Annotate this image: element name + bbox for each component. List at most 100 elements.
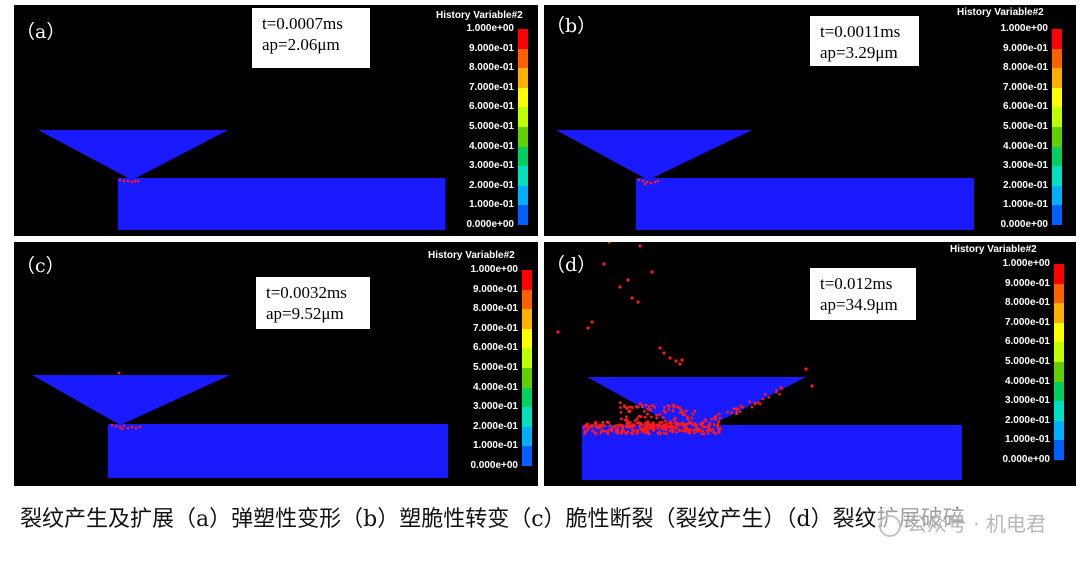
panel-b: （b） t=0.0011ms ap=3.29μm History Variabl… [544,5,1076,236]
legend-tick-label: 3.000e-01 [1004,395,1050,407]
panel-d-legend-title: History Variable#2 [950,244,1037,255]
panel-b-legend-title: History Variable#2 [957,7,1044,18]
legend-tick-label: 6.000e-01 [472,342,518,354]
panel-d-simulation [556,242,962,480]
legend-tick-label: 4.000e-01 [1004,375,1050,387]
panel-d-ap: ap=34.9μm [820,295,898,314]
legend-color-swatch [518,68,528,88]
legend-color-swatch [522,270,532,290]
legend-color-swatch [518,127,528,147]
workpiece [636,178,974,230]
legend-color-swatch [1054,322,1064,343]
legend-tick-label: 8.000e-01 [468,62,514,74]
panel-c-simulation [32,371,448,478]
panel-a-simulation [38,130,445,230]
legend-color-swatch [1054,303,1064,323]
figure-caption: 裂纹产生及扩展（a）弹塑性变形（b）塑脆性转变（c）脆性断裂（裂纹产生）（d）裂… [20,507,965,532]
legend-tick-label: 1.000e+00 [1000,23,1048,34]
legend-tick-label: 4.000e-01 [468,140,514,152]
legend-tick-label: 9.000e-01 [472,283,518,295]
crack-points [556,242,814,436]
panel-d-label: （d） [546,254,597,276]
legend-tick-label: 0.000e+00 [470,460,518,471]
legend-tick-label: 6.000e-01 [468,101,514,113]
legend-color-swatch [1052,166,1062,186]
tool-wedge [587,377,806,435]
workpiece [108,424,448,478]
watermark-text: 公众号 · 机电君 [906,512,1046,536]
legend-color-swatch [518,29,528,49]
legend-color-swatch [522,328,532,349]
legend-tick-label: 2.000e-01 [1004,414,1050,426]
legend-tick-label: 8.000e-01 [1002,62,1048,74]
panel-b-simulation [556,130,974,230]
legend-tick-label: 3.000e-01 [1002,160,1048,172]
wechat-icon [878,514,901,537]
legend-tick-label: 9.000e-01 [1002,42,1048,54]
legend-color-swatch [1054,401,1064,421]
legend-color-swatch [522,289,532,310]
legend-tick-label: 1.000e+00 [1002,258,1050,269]
legend-color-swatch [1054,440,1064,460]
tool-wedge [38,130,228,180]
legend-tick-label: 1.000e-01 [1004,434,1050,446]
panel-b-info-box: t=0.0011ms ap=3.29μm [810,16,919,66]
watermark: 公众号 · 机电君 [874,508,1050,537]
legend-color-swatch [1052,107,1062,127]
panel-a: （a） t=0.0007ms ap=2.06μm History Variabl… [14,5,538,236]
legend-tick-label: 5.000e-01 [472,362,518,373]
panel-a-info-box: t=0.0007ms ap=2.06μm [252,8,370,68]
legend-color-swatch [518,185,528,206]
legend-color-swatch [1052,29,1062,49]
legend-color-swatch [1054,264,1064,284]
legend-tick-label: 1.000e-01 [1002,199,1048,211]
legend-color-swatch [518,205,528,225]
panel-d-time: t=0.012ms [820,274,893,293]
legend-color-swatch [522,446,532,466]
legend-color-swatch [1052,48,1062,69]
panel-c-time: t=0.0032ms [266,283,347,302]
legend-color-swatch [1054,381,1064,402]
legend-tick-label: 7.000e-01 [468,81,514,93]
legend-tick-label: 6.000e-01 [1002,101,1048,113]
panel-a-legend-title: History Variable#2 [436,10,523,21]
legend-color-swatch [522,426,532,447]
legend-tick-label: 7.000e-01 [472,322,518,334]
legend-tick-label: 5.000e-01 [468,121,514,132]
tool-wedge [32,375,230,425]
legend-tick-label: 1.000e-01 [468,199,514,211]
workpiece [118,178,445,230]
legend-tick-label: 3.000e-01 [468,160,514,172]
panel-b-time: t=0.0011ms [820,22,901,41]
legend-tick-label: 4.000e-01 [472,381,518,393]
legend-tick-label: 0.000e+00 [466,219,514,230]
legend-tick-label: 0.000e+00 [1002,454,1050,465]
legend-tick-label: 2.000e-01 [468,179,514,191]
panel-b-ap: ap=3.29μm [820,43,898,62]
legend-tick-label: 8.000e-01 [472,303,518,315]
crack-points [118,178,140,184]
panel-a-ap: ap=2.06μm [262,35,340,54]
legend-tick-label: 1.000e-01 [472,440,518,452]
panel-c-legend-title: History Variable#2 [428,250,515,261]
legend-color-swatch [1054,283,1064,304]
panel-c-info-box: t=0.0032ms ap=9.52μm [256,277,370,329]
legend-tick-label: 9.000e-01 [1004,277,1050,289]
legend-tick-label: 2.000e-01 [1002,179,1048,191]
panel-c-label: （c） [16,255,65,277]
legend-color-swatch [1054,420,1064,441]
legend-color-swatch [522,387,532,408]
legend-tick-label: 9.000e-01 [468,42,514,54]
legend-tick-label: 7.000e-01 [1002,81,1048,93]
legend-color-swatch [522,368,532,388]
legend-tick-label: 3.000e-01 [472,401,518,413]
legend-color-swatch [522,348,532,368]
legend-color-swatch [1052,127,1062,147]
legend-color-swatch [518,87,528,108]
legend-tick-label: 5.000e-01 [1004,356,1050,367]
legend-tick-label: 5.000e-01 [1002,121,1048,132]
legend-color-swatch [518,146,528,167]
legend-color-swatch [518,107,528,127]
tool-wedge [556,130,752,180]
legend-tick-label: 7.000e-01 [1004,316,1050,328]
